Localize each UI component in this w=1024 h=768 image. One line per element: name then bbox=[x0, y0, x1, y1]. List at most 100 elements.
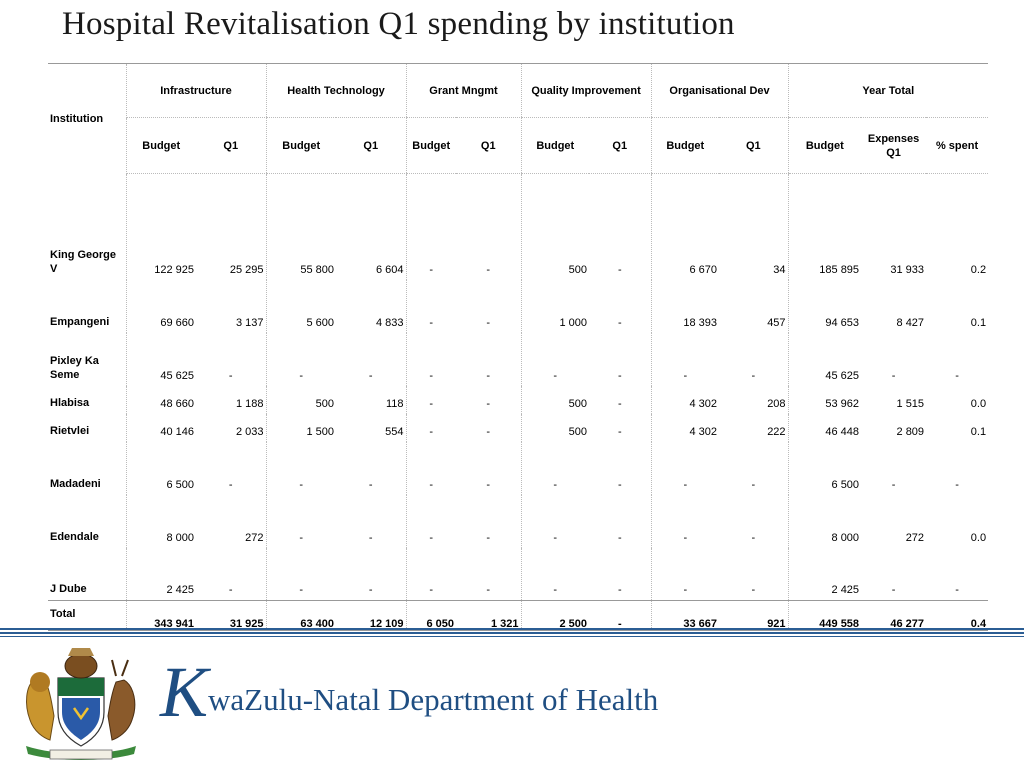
table-cell: 2 425 bbox=[787, 547, 862, 601]
table-cell: 554 bbox=[385, 425, 404, 438]
table-cell: - bbox=[265, 547, 336, 601]
table-cell: 45 625 bbox=[125, 332, 196, 386]
institution-name: Pixley Ka Seme bbox=[50, 354, 99, 381]
table-cell: 0.0 bbox=[970, 531, 987, 544]
table-cell: - bbox=[617, 584, 622, 596]
sub-q1: Q1 bbox=[196, 117, 266, 174]
group-health-technology: Health Technology bbox=[265, 63, 406, 118]
total-cell: 921 bbox=[719, 600, 789, 631]
table-row: Rietvlei 40 146 2 033 1 500 554- -500-4 302 22… bbox=[48, 413, 988, 442]
sub-budget: Budget bbox=[265, 117, 336, 174]
table-cell: - bbox=[265, 441, 336, 495]
table-cell: 500 bbox=[520, 385, 590, 414]
table-cell: - bbox=[955, 478, 959, 491]
table-cell: 1 000 bbox=[520, 279, 590, 333]
table-cell: 8 000 bbox=[787, 494, 862, 548]
table-cell: 2 033 bbox=[235, 425, 264, 438]
sub-q1: Q1 bbox=[456, 117, 522, 174]
table-cell: - bbox=[405, 441, 456, 495]
institution-header: Institution bbox=[48, 63, 126, 174]
table-cell: 45 625 bbox=[787, 332, 862, 386]
table-cell: 18 393 bbox=[650, 279, 720, 333]
table-cell: - bbox=[955, 369, 959, 382]
table-cell: - bbox=[520, 441, 590, 495]
table-cell: 0.1 bbox=[970, 316, 987, 329]
group-quality-improvement: Quality Improvement bbox=[520, 63, 652, 118]
table-cell: - bbox=[520, 547, 590, 601]
sub-expenses-q1: Expenses Q1 bbox=[861, 117, 927, 174]
total-cell: 449 558 bbox=[787, 600, 862, 631]
institution-name: Madadeni bbox=[50, 477, 101, 490]
table-cell: - bbox=[650, 547, 720, 601]
table-cell: 6 604 bbox=[375, 263, 404, 276]
table-cell: 2 425 bbox=[125, 547, 196, 601]
table-cell: - bbox=[891, 584, 896, 596]
table-cell: 1 500 bbox=[265, 413, 336, 442]
group-organisational-dev: Organisational Dev bbox=[650, 63, 789, 118]
total-cell: 343 941 bbox=[125, 600, 196, 631]
table-cell: 69 660 bbox=[125, 279, 196, 333]
institution-name: Edendale bbox=[50, 530, 99, 543]
table-cell: - bbox=[617, 369, 622, 382]
table-cell: 5 600 bbox=[265, 279, 336, 333]
table-cell: 500 bbox=[520, 173, 590, 280]
institution-name: Empangeni bbox=[50, 315, 110, 328]
table-cell: - bbox=[486, 369, 491, 382]
table-cell: 272 bbox=[905, 531, 925, 544]
table-cell: - bbox=[405, 332, 456, 386]
group-grant-mngmt: Grant Mngmt bbox=[405, 63, 522, 118]
table-row: Madadeni 6 500 - - - - - - - - - 6 500 - - bbox=[48, 441, 988, 495]
divider-bands bbox=[0, 628, 1024, 637]
table-cell: 8 427 bbox=[896, 316, 925, 329]
total-cell: 33 667 bbox=[650, 600, 720, 631]
table-cell: 4 833 bbox=[375, 316, 404, 329]
table-cell: - bbox=[265, 494, 336, 548]
sub-q1: Q1 bbox=[336, 117, 406, 174]
table-cell: 48 660 bbox=[125, 385, 196, 414]
sub-q1: Q1 bbox=[719, 117, 789, 174]
table-cell: - bbox=[486, 584, 491, 596]
institution-name: J Dube bbox=[50, 583, 87, 595]
table-cell: 31 933 bbox=[890, 263, 925, 276]
table-row: Hlabisa 48 660 1 188 500 118- -500-4 302 208 53… bbox=[48, 385, 988, 414]
table-cell: - bbox=[486, 316, 491, 329]
group-year-total: Year Total bbox=[787, 63, 989, 118]
total-cell: 46 277 bbox=[861, 600, 927, 631]
table-cell: - bbox=[228, 369, 233, 382]
total-cell: 0.4 bbox=[926, 600, 989, 631]
table-cell: - bbox=[228, 584, 233, 596]
table-cell: - bbox=[405, 385, 456, 414]
sub-budget: Budget bbox=[125, 117, 196, 174]
table-cell: - bbox=[891, 478, 896, 491]
spending-table: Institution Infrastructure Health Techno… bbox=[48, 63, 989, 631]
table-cell: - bbox=[650, 494, 720, 548]
table-cell: 222 bbox=[767, 425, 786, 438]
total-cell: 1 321 bbox=[456, 600, 522, 631]
table-cell: 3 137 bbox=[235, 316, 264, 329]
table-cell: 185 895 bbox=[787, 173, 862, 280]
total-label: Total bbox=[48, 600, 126, 631]
table-cell: - bbox=[368, 584, 373, 596]
table-cell: - bbox=[751, 584, 756, 596]
table-cell: 6 500 bbox=[787, 441, 862, 495]
table-cell: - bbox=[520, 332, 590, 386]
table-cell: 500 bbox=[520, 413, 590, 442]
table-cell: 2 809 bbox=[896, 425, 925, 438]
table-cell: 46 448 bbox=[787, 413, 862, 442]
table-cell: - bbox=[368, 478, 373, 491]
table-cell: - bbox=[486, 478, 491, 491]
total-cell: 2 500 bbox=[520, 600, 590, 631]
total-cell: 63 400 bbox=[265, 600, 336, 631]
table-cell: 1 515 bbox=[896, 397, 925, 410]
table-row: Pixley Ka Seme 45 625 - - - - - - - - - 45 625 - - bbox=[48, 332, 988, 386]
table-cell: 122 925 bbox=[125, 173, 196, 280]
table-cell: 4 302 bbox=[650, 385, 720, 414]
table-cell: 8 000 bbox=[125, 494, 196, 548]
total-cell: 12 109 bbox=[336, 600, 406, 631]
group-infrastructure: Infrastructure bbox=[125, 63, 266, 118]
total-cell: - bbox=[589, 600, 652, 631]
table-cell: 457 bbox=[767, 316, 786, 329]
table-cell: 272 bbox=[245, 531, 264, 544]
table-cell: - bbox=[955, 584, 959, 596]
table-cell: - bbox=[751, 531, 756, 544]
